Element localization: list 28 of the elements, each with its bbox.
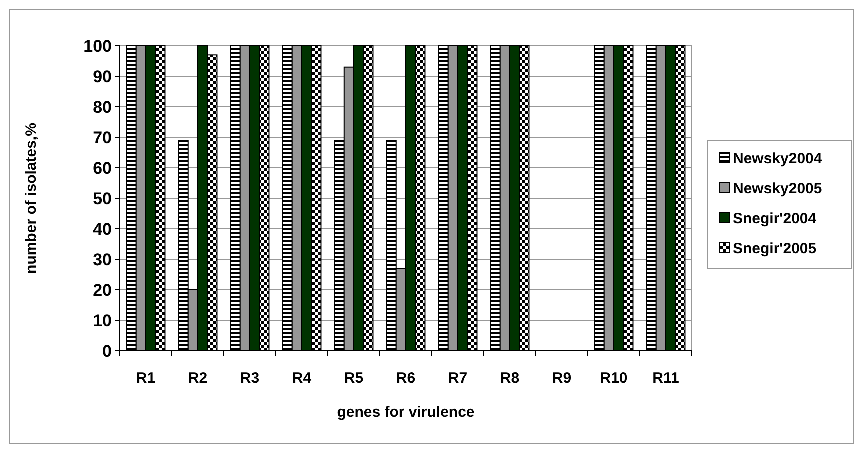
x-tick-label: R3: [240, 370, 260, 387]
x-tick-label: R9: [552, 370, 572, 387]
y-tick-label: 30: [93, 250, 112, 270]
y-tick-label: 70: [93, 128, 112, 148]
y-axis-title: number of isolates,%: [23, 123, 40, 274]
y-tick-label: 50: [93, 189, 112, 208]
x-tick-label: R5: [344, 370, 364, 387]
x-tick-label: R1: [136, 370, 156, 387]
x-tick-label: R4: [292, 370, 312, 387]
y-tick-label: 90: [93, 67, 112, 86]
y-tick-label: 10: [93, 311, 112, 330]
x-tick-label: R7: [448, 370, 468, 387]
legend-label: Newsky2004: [733, 150, 823, 168]
legend-label: Snegir'2004: [733, 210, 818, 228]
y-tick-label: 0: [102, 342, 112, 361]
x-tick-label: R11: [652, 370, 680, 387]
y-tick-label: 40: [93, 220, 112, 239]
x-tick-label: R10: [600, 370, 628, 387]
x-tick-label: R6: [396, 370, 416, 387]
legend-label: Newsky2005: [733, 180, 822, 198]
x-tick-label: R8: [500, 370, 520, 387]
x-axis-title: genes for virulence: [337, 404, 475, 421]
y-tick-label: 20: [93, 280, 112, 300]
legend-label: Snegir'2005: [733, 240, 817, 258]
y-tick-label: 80: [93, 98, 112, 117]
y-tick-label: 100: [84, 36, 112, 56]
y-tick-label: 60: [93, 158, 112, 178]
x-tick-label: R2: [188, 370, 208, 387]
